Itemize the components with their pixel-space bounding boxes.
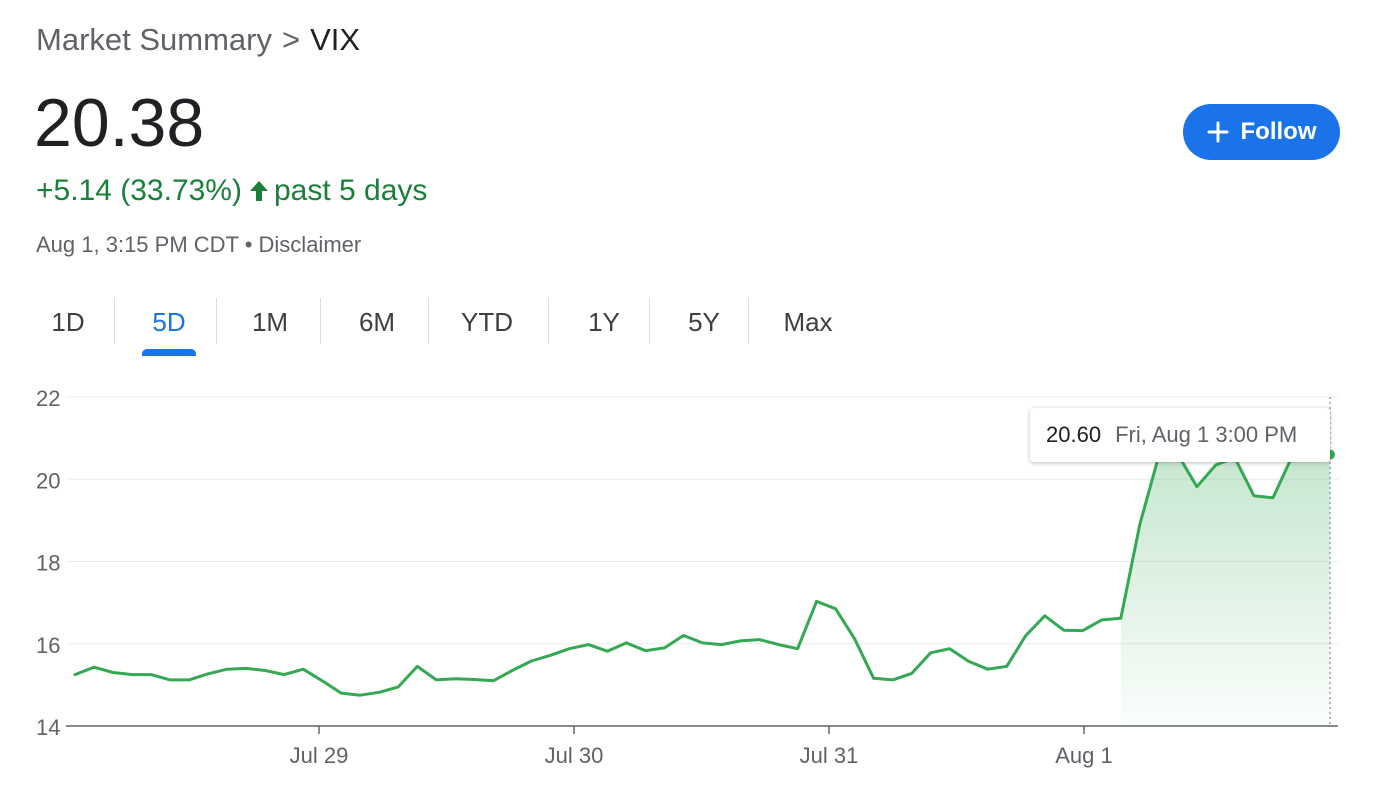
tab-divider <box>114 298 115 344</box>
tab-label: 5Y <box>688 306 720 337</box>
arrow-up-icon <box>248 177 270 211</box>
tab-divider <box>320 298 321 344</box>
price-chart: 22 20 18 16 14 Jul 29 Jul 30 Jul 31 Aug 1 <box>36 386 1338 768</box>
x-tick-label: Aug 1 <box>1055 743 1113 768</box>
area-fill <box>1120 454 1330 726</box>
y-tick-label: 14 <box>36 715 60 740</box>
tab-5y[interactable]: 5Y <box>664 296 744 348</box>
timestamp-text: Aug 1, 3:15 PM CDT <box>36 232 239 257</box>
tab-label: 6M <box>358 306 396 337</box>
tab-1d[interactable]: 1D <box>33 296 103 348</box>
tab-label: YTD <box>461 306 513 337</box>
tab-divider <box>548 298 549 344</box>
tab-label: 5D <box>152 306 186 337</box>
x-tick-label: Jul 30 <box>545 743 604 768</box>
tab-ytd[interactable]: YTD <box>437 296 537 348</box>
tab-label: 1Y <box>588 306 620 337</box>
tooltip-date: Fri, Aug 1 3:00 PM <box>1115 422 1298 447</box>
change-value: +5.14 (33.73%) <box>36 174 242 207</box>
tab-divider <box>428 298 429 344</box>
y-tick-label: 16 <box>36 633 60 658</box>
current-price: 20.38 <box>34 85 205 161</box>
tab-1m[interactable]: 1M <box>230 296 310 348</box>
x-tick-label: Jul 29 <box>290 743 349 768</box>
tab-1y[interactable]: 1Y <box>564 296 644 348</box>
y-tick-label: 20 <box>36 468 60 493</box>
y-tick-label: 22 <box>36 386 60 411</box>
follow-label: Follow <box>1240 118 1317 145</box>
tab-label: 1D <box>51 306 85 337</box>
tab-6m[interactable]: 6M <box>337 296 417 348</box>
tab-5d[interactable]: 5D <box>134 296 204 356</box>
follow-button[interactable]: Follow <box>1183 104 1340 160</box>
quote-timestamp: Aug 1, 3:15 PM CDT • Disclaimer <box>36 232 361 258</box>
series-line <box>73 453 1332 697</box>
range-tabs: 1D 5D 1M 6M YTD 1Y 5Y Max <box>0 296 900 356</box>
change-period: past 5 days <box>273 174 428 207</box>
disclaimer-link[interactable]: Disclaimer <box>258 232 362 257</box>
tab-divider <box>216 298 217 344</box>
breadcrumb-separator: > <box>281 22 301 57</box>
breadcrumb-parent-link[interactable]: Market Summary <box>36 22 272 57</box>
chart-tooltip: 20.60 Fri, Aug 1 3:00 PM <box>1030 408 1330 462</box>
breadcrumb: Market Summary > VIX <box>36 22 360 58</box>
breadcrumb-current: VIX <box>310 22 361 57</box>
plus-icon <box>1207 121 1229 143</box>
tab-label: 1M <box>251 306 289 337</box>
timestamp-dot: • <box>244 232 253 257</box>
tab-divider <box>748 298 749 344</box>
active-tab-indicator <box>142 349 196 356</box>
tab-divider <box>649 298 650 344</box>
price-change: +5.14 (33.73%) past 5 days <box>36 174 427 211</box>
x-tick-label: Jul 31 <box>800 743 859 768</box>
tooltip-value: 20.60 <box>1046 422 1102 447</box>
tab-max[interactable]: Max <box>763 296 853 348</box>
y-tick-label: 18 <box>36 551 60 576</box>
tab-label: Max <box>783 306 833 337</box>
